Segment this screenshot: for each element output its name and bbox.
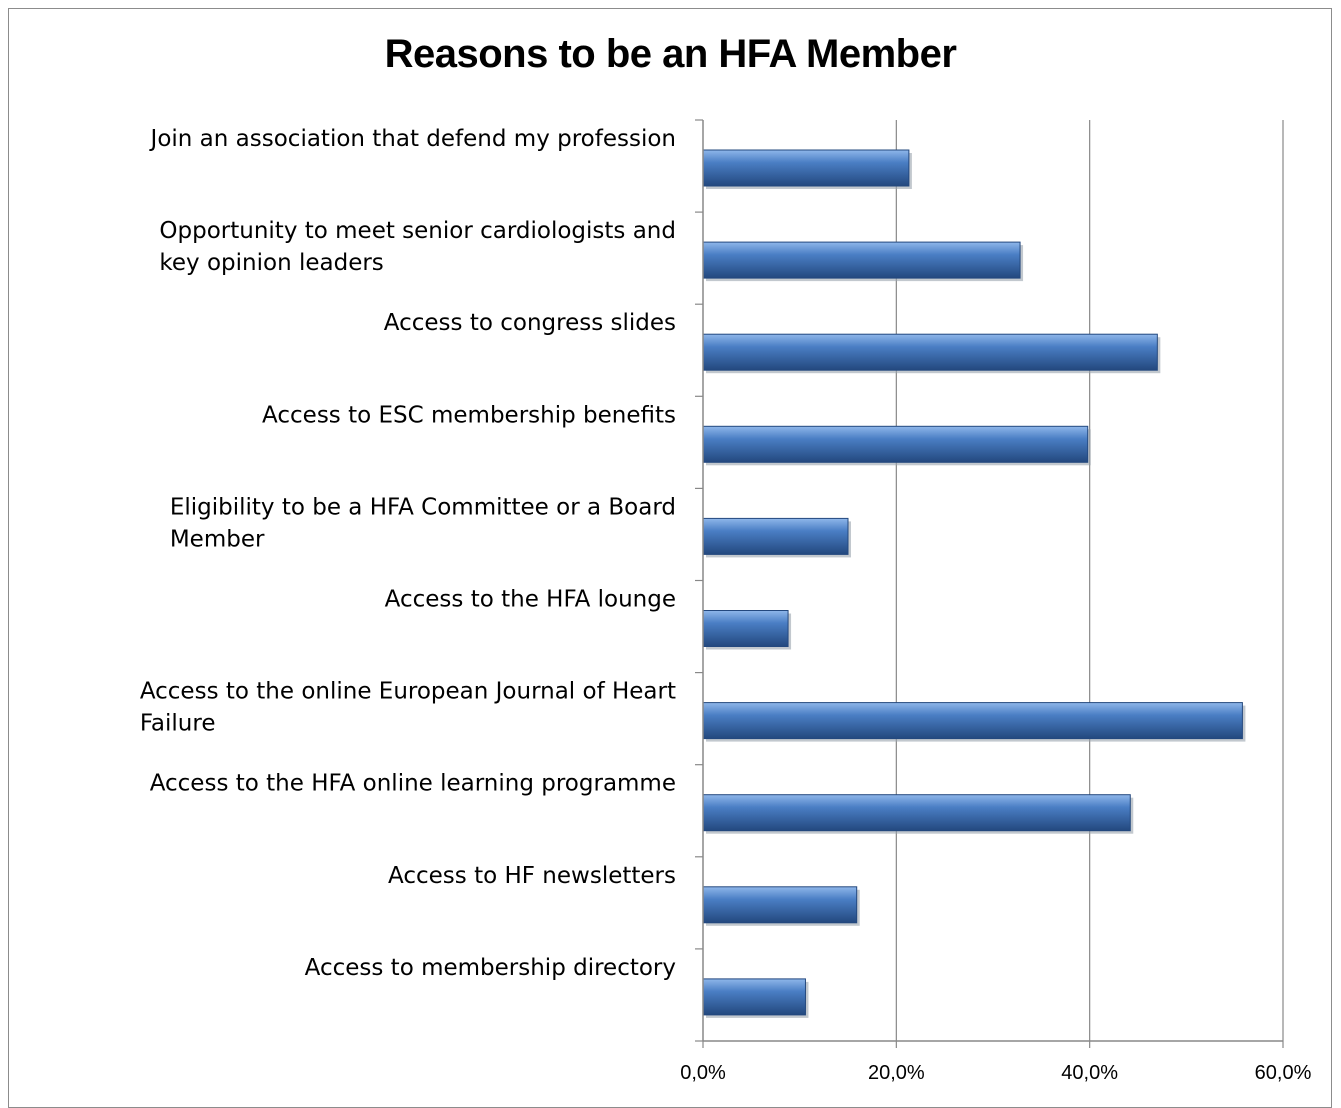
bar xyxy=(702,978,806,1016)
bar xyxy=(702,517,849,555)
x-tick-label: 40,0% xyxy=(1061,1062,1118,1084)
category-label: Opportunity to meet senior cardiologists… xyxy=(159,218,676,244)
bar xyxy=(702,333,1158,371)
bar xyxy=(702,886,858,924)
chart-title: Reasons to be an HFA Member xyxy=(384,32,957,76)
category-label: Failure xyxy=(140,711,216,737)
bar xyxy=(702,425,1089,463)
category-label: Eligibility to be a HFA Committee or a B… xyxy=(170,494,676,520)
bar xyxy=(702,702,1243,740)
category-label: Access to ESC membership benefits xyxy=(262,402,676,428)
chart-frame xyxy=(8,8,1332,1108)
x-tick-label: 60,0% xyxy=(1255,1062,1312,1084)
axes: 0,0% 20,0% 40,0% 60,0% xyxy=(680,119,1312,1084)
x-tick-label: 20,0% xyxy=(868,1062,925,1084)
bar xyxy=(702,794,1131,832)
category-label: Access to the HFA lounge xyxy=(385,587,676,613)
category-label: Member xyxy=(170,526,265,552)
bar xyxy=(702,610,789,647)
category-label: Join an association that defend my profe… xyxy=(149,126,676,152)
bars xyxy=(702,149,1246,1018)
bar xyxy=(702,149,910,187)
category-label: Access to membership directory xyxy=(305,955,676,981)
category-label: Access to the HFA online learning progra… xyxy=(150,771,676,797)
bar xyxy=(702,241,1021,279)
category-label: key opinion leaders xyxy=(159,250,383,276)
category-label: Access to congress slides xyxy=(384,310,676,336)
category-label: Access to HF newsletters xyxy=(388,863,676,889)
x-tick-label: 0,0% xyxy=(680,1062,726,1084)
category-labels: Join an association that defend my profe… xyxy=(140,126,676,981)
category-label: Access to the online European Journal of… xyxy=(140,679,676,705)
